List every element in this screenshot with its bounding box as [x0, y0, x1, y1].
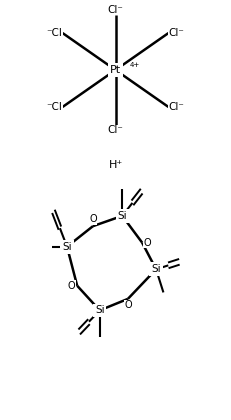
Text: Si: Si	[62, 241, 72, 252]
Text: ⁻Cl: ⁻Cl	[47, 102, 63, 112]
Text: 4+: 4+	[130, 62, 140, 68]
Text: O: O	[89, 214, 97, 224]
Text: Si: Si	[151, 264, 161, 274]
Text: O: O	[68, 281, 75, 291]
Text: Si: Si	[95, 305, 105, 315]
Text: Si: Si	[117, 211, 127, 221]
Text: Cl⁻: Cl⁻	[108, 126, 123, 136]
Text: Cl⁻: Cl⁻	[168, 102, 184, 112]
Text: Cl⁻: Cl⁻	[168, 28, 184, 38]
Text: ⁻Cl: ⁻Cl	[47, 28, 63, 38]
Text: O: O	[124, 300, 132, 310]
Text: Cl⁻: Cl⁻	[108, 5, 123, 15]
Text: Pt: Pt	[110, 65, 121, 75]
Text: O: O	[144, 238, 152, 247]
Text: H⁺: H⁺	[108, 160, 123, 170]
